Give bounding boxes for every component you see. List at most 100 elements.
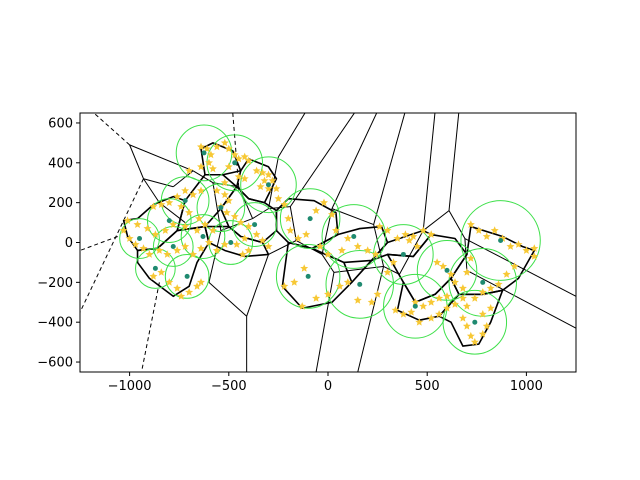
star-point <box>383 268 392 276</box>
site-point <box>265 182 271 188</box>
site-point <box>480 279 486 285</box>
voronoi-open-edge <box>80 178 144 313</box>
star-point <box>177 292 186 300</box>
star-point <box>530 252 539 260</box>
voronoi-edge <box>220 218 253 232</box>
star-point <box>212 186 221 195</box>
voronoi-edge <box>143 178 174 188</box>
voronoi-edge <box>331 113 378 209</box>
star-point <box>157 200 166 208</box>
star-point <box>335 282 344 290</box>
voronoi-edge <box>448 210 466 239</box>
star-point <box>195 214 203 222</box>
star-point <box>173 192 182 201</box>
coverage-circle <box>442 289 508 355</box>
star-point <box>343 234 352 242</box>
star-point <box>401 230 410 238</box>
star-point <box>220 178 229 187</box>
coverage-circle <box>164 253 210 299</box>
star-point <box>316 242 325 250</box>
star-point <box>205 238 213 246</box>
voronoi-edge <box>422 113 436 231</box>
star-point <box>151 230 160 238</box>
star-point <box>173 246 182 254</box>
star-point <box>203 144 211 153</box>
star-point <box>197 244 205 252</box>
star-point <box>240 152 249 161</box>
star-point <box>201 220 209 228</box>
star-point <box>482 232 491 240</box>
y-tick-label: 600 <box>48 116 73 131</box>
voronoi-edge <box>321 254 335 273</box>
coverage-circle <box>180 214 226 259</box>
star-point <box>264 184 273 193</box>
coverage-circle <box>119 218 160 259</box>
star-point <box>427 298 436 306</box>
star-point <box>510 262 519 270</box>
coverage-circle <box>460 200 541 281</box>
star-point <box>328 210 336 218</box>
star-point <box>458 314 467 322</box>
star-point <box>389 258 398 266</box>
star-point <box>234 172 243 181</box>
site-point <box>228 240 234 245</box>
site-point <box>152 265 158 271</box>
star-point <box>149 202 158 210</box>
voronoi-edge <box>383 265 400 275</box>
site-point <box>184 273 190 279</box>
coverage-circle <box>196 183 246 233</box>
star-point <box>185 166 194 175</box>
star-point <box>407 308 416 316</box>
x-tick-label: 1000 <box>510 379 543 394</box>
voronoi-edge <box>422 210 450 231</box>
voronoi-edge <box>466 269 576 329</box>
star-point <box>139 244 148 252</box>
site-point <box>498 238 504 244</box>
star-point <box>474 226 483 234</box>
star-point <box>462 268 471 276</box>
site-point <box>200 234 206 240</box>
star-point <box>220 190 229 199</box>
voronoi-edge <box>289 206 297 241</box>
voronoi-edge <box>448 113 460 211</box>
star-point <box>165 278 174 286</box>
star-point <box>486 284 495 292</box>
star-point <box>197 142 205 151</box>
star-point <box>234 154 243 163</box>
star-point <box>238 250 247 258</box>
star-point <box>298 302 307 310</box>
coverage-circle <box>240 156 297 214</box>
star-point <box>208 226 217 234</box>
site-point <box>307 216 313 222</box>
star-point <box>371 250 380 258</box>
site-point <box>170 243 176 249</box>
coverage-circle <box>232 202 277 247</box>
coverage-circle <box>275 243 341 309</box>
cluster-region <box>200 142 242 176</box>
star-point <box>300 264 309 272</box>
x-tick-label: −1000 <box>108 379 152 394</box>
coverage-circle <box>321 204 387 269</box>
voronoi-edge <box>208 281 247 317</box>
star-point <box>482 322 491 330</box>
star-point <box>466 331 475 340</box>
star-point <box>155 246 164 254</box>
y-tick-label: 200 <box>48 196 73 211</box>
cluster-region <box>281 241 353 310</box>
star-point <box>324 290 332 298</box>
star-point <box>244 222 253 230</box>
star-point <box>145 250 154 258</box>
star-point <box>439 262 448 270</box>
voronoi-edge <box>398 230 424 275</box>
star-point <box>419 226 428 234</box>
voronoi-edge <box>277 113 306 158</box>
y-tick-label: −400 <box>37 316 73 331</box>
star-point <box>232 240 241 248</box>
y-tick-label: 400 <box>48 156 73 171</box>
voronoi-open-edges <box>80 113 240 372</box>
voronoi-edge <box>129 144 144 179</box>
star-points <box>119 138 539 346</box>
star-point <box>161 226 170 234</box>
star-point <box>230 212 239 220</box>
star-point <box>466 254 475 262</box>
